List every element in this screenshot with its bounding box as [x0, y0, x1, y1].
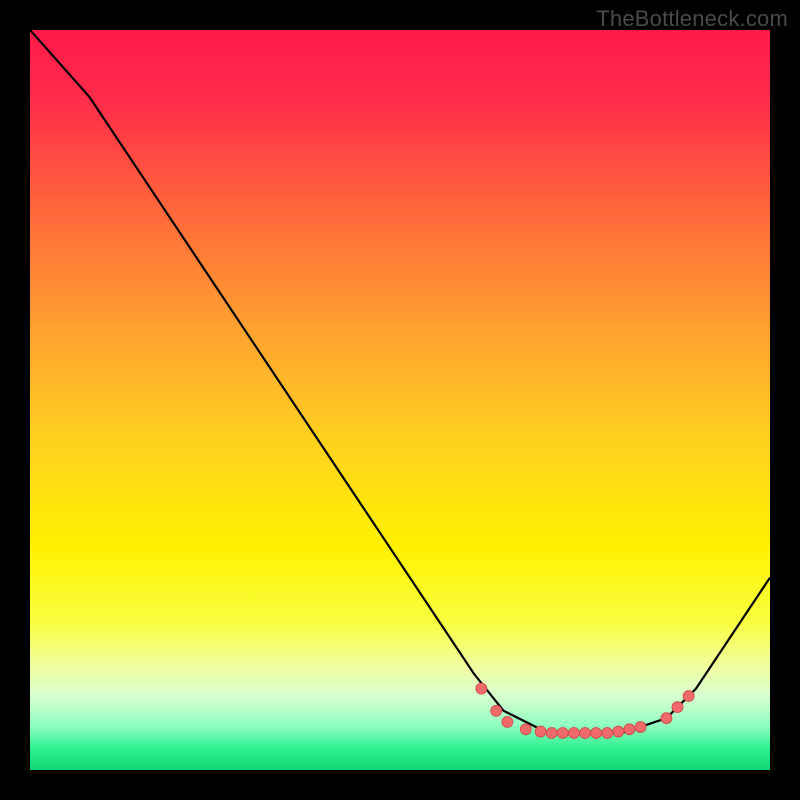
plot-area — [30, 30, 770, 770]
data-marker — [535, 726, 546, 737]
data-marker — [568, 728, 579, 739]
data-marker — [520, 724, 531, 735]
data-marker — [624, 724, 635, 735]
data-marker — [476, 683, 487, 694]
chart-background — [30, 30, 770, 770]
gradient-line-chart — [30, 30, 770, 770]
watermark-text: TheBottleneck.com — [596, 6, 788, 32]
data-marker — [613, 726, 624, 737]
data-marker — [557, 728, 568, 739]
data-marker — [546, 728, 557, 739]
data-marker — [672, 702, 683, 713]
data-marker — [591, 728, 602, 739]
data-marker — [683, 691, 694, 702]
data-marker — [502, 716, 513, 727]
data-marker — [635, 722, 646, 733]
data-marker — [491, 705, 502, 716]
chart-container: TheBottleneck.com — [0, 0, 800, 800]
data-marker — [661, 713, 672, 724]
data-marker — [602, 728, 613, 739]
data-marker — [580, 728, 591, 739]
